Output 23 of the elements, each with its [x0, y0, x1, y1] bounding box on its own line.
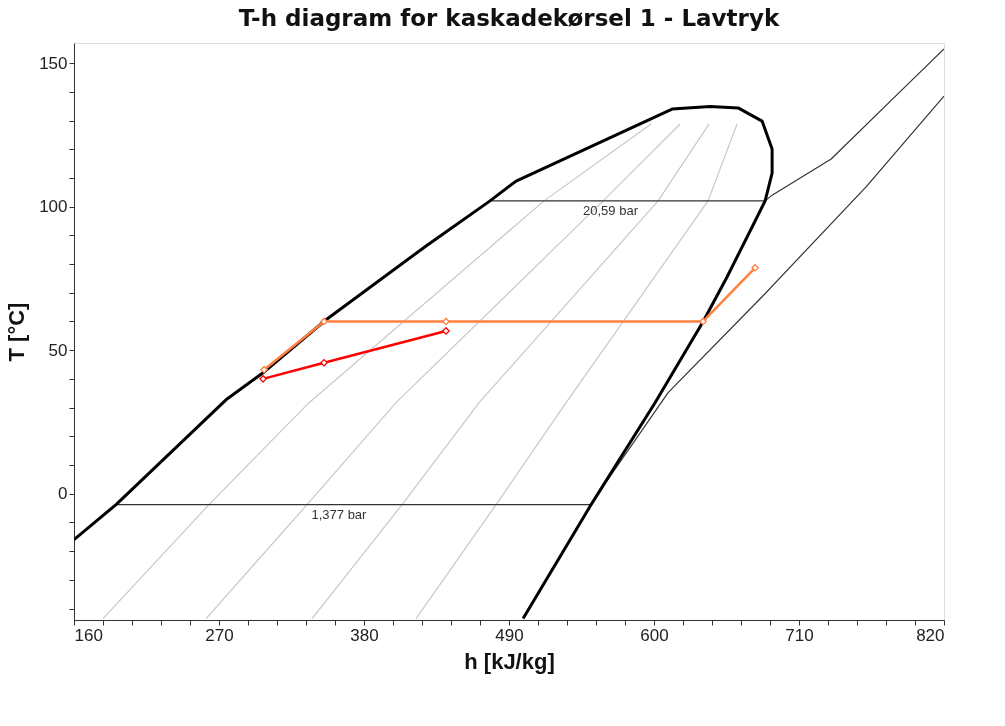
y-axis-title: T [°C] — [4, 302, 30, 362]
y-tick-label: 100 — [39, 197, 68, 217]
annotation: 20,59 bar — [583, 202, 639, 218]
y-tick-label: 150 — [39, 53, 68, 73]
line-series — [115, 95, 944, 506]
y-tick-label: 0 — [58, 484, 68, 504]
annotation: 1,377 bar — [311, 506, 368, 522]
line-series — [102, 123, 652, 620]
line-series — [311, 123, 710, 620]
x-tick-label: 710 — [785, 625, 814, 645]
chart-title: T-h diagram for kaskadekørsel 1 - Lavtryk — [238, 5, 780, 31]
x-tick-label: 600 — [640, 625, 669, 645]
x-tick-label: 820 — [916, 625, 945, 645]
x-axis-title: h [kJ/kg] — [464, 648, 555, 674]
x-tick-label: 380 — [350, 625, 379, 645]
x-tick-label: 160 — [74, 625, 103, 645]
line-series — [489, 48, 944, 202]
x-tick-label: 490 — [495, 625, 524, 645]
line-series — [415, 123, 738, 620]
line-series — [205, 123, 681, 620]
x-tick-label: 270 — [205, 625, 234, 645]
line-series — [74, 104, 774, 620]
y-tick-label: 50 — [48, 340, 68, 360]
